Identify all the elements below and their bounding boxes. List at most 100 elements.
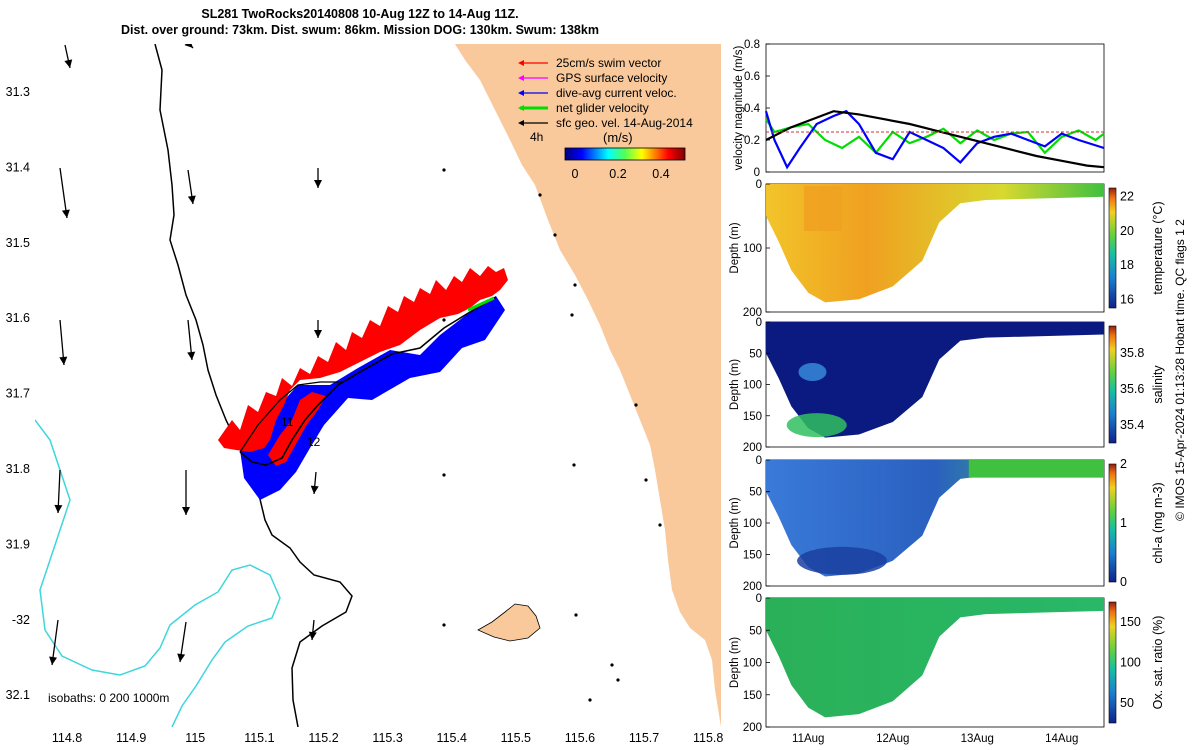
map-x-tick-label: 114.9 [116,731,146,745]
map-x-tick-label: 115.4 [437,731,467,745]
velocity-y-tick: 0.2 [744,135,760,147]
geo-arrow-head [64,59,73,68]
colorbar-tick-label: 1 [1120,516,1127,530]
depth-tick-label: 100 [743,518,762,530]
depth-tick-label: 50 [749,625,762,637]
legend-arrowhead [518,75,524,81]
velocity-y-tick: 0 [754,167,760,179]
map-y-tick-label: 31.5 [6,236,30,250]
section-colorbar [1108,187,1117,309]
map-y-axis: 31.3 31.4 31.5 31.6 31.7 31.8 31.9 -32 32.1 [6,85,30,702]
warm-core [804,186,843,231]
series-line [764,109,1105,170]
map-x-tick-label: 114.8 [52,731,82,745]
swim-vector-swath [218,266,508,452]
swim-vector-swath-inner [268,392,326,466]
geo-arrow-head [182,507,190,515]
map-panel: 114.8 114.9 115 115.1 115.2 115.3 115.4 115.5 11… [6,44,724,745]
colorbar-tick-label: 35.8 [1120,346,1144,360]
depth-tick-label: 100 [743,658,762,670]
legend-label: sfc geo. vel. 14-Aug-2014 [556,116,693,130]
section-data-area [766,598,1104,718]
net-velocity-arrow [467,296,495,312]
velocity-y-tick: 0.4 [744,103,761,115]
depth-tick-label: 100 [743,380,762,392]
colorbar-tick-label: 0 [572,167,579,181]
depth-tick-label: 200 [743,581,762,593]
map-x-tick-label: 115 [185,731,205,745]
geo-arrow-shaft [59,167,68,219]
colorbar-tick-label: 16 [1120,292,1134,306]
colorbar-tick-label: 2 [1120,457,1127,471]
section-panel-1: 0 100 200 Depth (m) 16 18 20 22 temperature (°C) [729,179,1165,319]
coastal-rock [442,473,446,477]
coastal-rock [442,318,446,322]
geo-arrow-head [177,653,186,662]
salinity-patch [786,413,847,438]
coastal-rock [538,193,542,197]
colorbar-tick-label: 35.4 [1120,418,1144,432]
series-line [765,110,1105,169]
depth-tick-label: 50 [749,348,762,360]
coastal-rock [658,523,662,527]
colorbar-tick-label: 100 [1120,656,1141,670]
legend-label: net glider velocity [556,101,649,115]
map-y-tick-label: 31.8 [6,462,30,476]
colorbar-tick-label: 22 [1120,190,1134,204]
legend-arrowhead [518,105,524,111]
coastal-rock [610,663,614,667]
colorbar-label: salinity [1151,365,1165,404]
title-line-2: Dist. over ground: 73km. Dist. swum: 86k… [121,23,599,37]
time-tick-label: 11Aug [792,733,824,745]
coastal-rock [616,678,620,682]
map-x-tick-label: 115.1 [244,731,274,745]
colorbar-tick-label: 20 [1120,224,1134,238]
map-x-tick-label: 115.2 [308,731,338,745]
geo-arrow-head [314,330,322,338]
section-colorbar [1108,601,1117,724]
velocity-panel-frame [765,43,1105,173]
island [477,603,541,642]
colorbar-tick-label: 50 [1120,696,1134,710]
legend-arrowhead [518,90,524,96]
speed-colorbar [564,147,686,161]
isobath-1000m [35,419,281,727]
colorbar-label: chl-a (mg m-3) [1151,482,1165,563]
geo-arrow-head [308,631,317,640]
coastal-rock [442,168,446,172]
depth-tick-label: 150 [743,690,762,702]
section-data-area [766,322,1104,438]
velocity-y-tick: 0.8 [744,39,760,51]
legend-label: GPS surface velocity [556,71,667,85]
depth-tick-label: 0 [756,593,762,605]
depth-axis-label: Depth (m) [729,222,741,273]
legend-label: dive-avg current veloc. [556,86,677,100]
depth-tick-label: 0 [756,455,762,467]
depth-tick-label: 200 [743,442,762,454]
glider-track-out [239,381,342,453]
coastal-rock [442,623,446,627]
colorbar-tick-label: 0 [1120,575,1127,589]
depth-tick-label: 100 [743,243,762,255]
geo-arrow-head [314,180,322,188]
map-y-tick-label: 32.1 [6,688,30,702]
geo-arrow-head [184,44,193,48]
coastal-rock [570,313,574,317]
geo-arrow-head [59,356,68,365]
colorbar-label: temperature (°C) [1151,201,1165,294]
depth-tick-label: 0 [756,179,762,191]
section-colorbar [1108,463,1117,583]
legend-label: 25cm/s swim vector [556,56,661,70]
colorbar-tick-label: 0.4 [652,167,669,181]
depth-tick-label: 50 [749,487,762,499]
velocity-y-tick: 0.6 [744,71,760,83]
colorbar-tick-label: 18 [1120,258,1134,272]
section-panel-4: 0 50 100 150 200 Depth (m) 50 100 150 Ox. sat. ra… [729,593,1165,734]
map-x-axis: 114.8 114.9 115 115.1 115.2 115.3 115.4 115.5 11… [52,731,724,745]
section-data-area [766,184,1104,303]
map-x-tick-label: 115.6 [565,731,595,745]
depth-axis-label: Depth (m) [729,497,741,548]
time-tick-label: 13Aug [961,733,994,745]
